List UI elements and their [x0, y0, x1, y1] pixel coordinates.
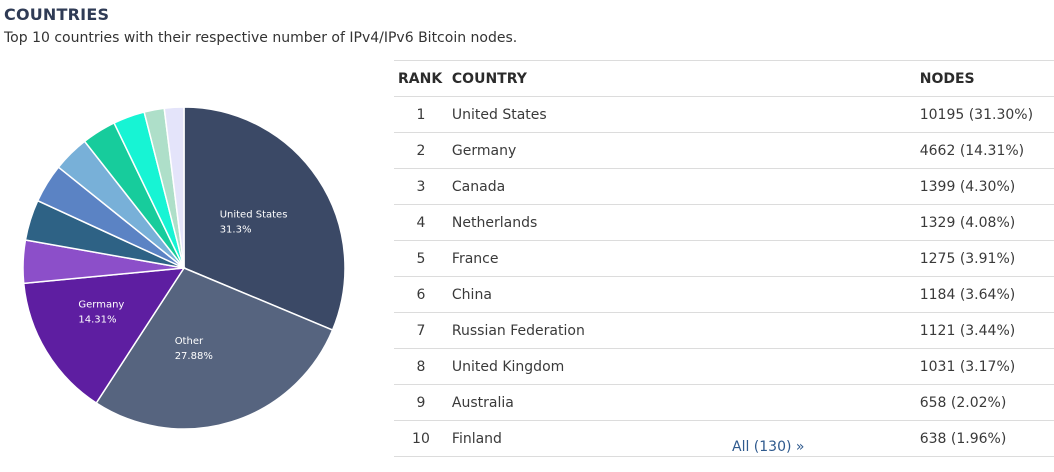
country-cell: Netherlands: [450, 204, 919, 241]
country-cell: France: [450, 240, 919, 277]
country-cell: Canada: [450, 168, 919, 205]
table-row: 4 Netherlands 1329 (4.08%): [394, 204, 1054, 241]
rank-cell: 1: [394, 96, 451, 133]
pie-label-united-states: United States 31.3%: [220, 210, 288, 236]
country-cell: United Kingdom: [450, 348, 919, 385]
country-header: COUNTRY: [450, 60, 919, 97]
country-cell: United States: [450, 96, 919, 133]
rank-cell: 2: [394, 132, 451, 169]
rank-header: RANK: [394, 60, 451, 97]
table-row: 8 United Kingdom 1031 (3.17%): [394, 348, 1054, 385]
pie-label-name: Other: [175, 336, 204, 347]
table-row: 10 Finland 638 (1.96%): [394, 420, 1054, 457]
table-row: 9 Australia 658 (2.02%): [394, 384, 1054, 421]
countries-table-container: RANK COUNTRY NODES 1 United States 10195…: [394, 60, 1054, 457]
nodes-cell: 1275 (3.91%): [918, 240, 1054, 277]
countries-table: RANK COUNTRY NODES 1 United States 10195…: [394, 60, 1054, 457]
rank-cell: 4: [394, 204, 451, 241]
country-pie-chart: United States 31.3% Other 27.88% Germany 14.3…: [22, 106, 346, 430]
nodes-cell: 638 (1.96%): [918, 420, 1054, 457]
pie-label-percent: 14.31%: [78, 314, 116, 325]
nodes-cell: 10195 (31.30%): [918, 96, 1054, 133]
table-row: 6 China 1184 (3.64%): [394, 276, 1054, 313]
pie-label-percent: 27.88%: [175, 351, 213, 362]
rank-cell: 3: [394, 168, 451, 205]
country-cell: Finland: [450, 420, 919, 457]
rank-cell: 9: [394, 384, 451, 421]
pie-label-name: United States: [220, 210, 288, 221]
table-row: 2 Germany 4662 (14.31%): [394, 132, 1054, 169]
rank-cell: 5: [394, 240, 451, 277]
rank-cell: 7: [394, 312, 451, 349]
nodes-cell: 1399 (4.30%): [918, 168, 1054, 205]
country-cell: Germany: [450, 132, 919, 169]
nodes-cell: 4662 (14.31%): [918, 132, 1054, 169]
table-row: 7 Russian Federation 1121 (3.44%): [394, 312, 1054, 349]
pie-slice-finland: [163, 106, 185, 269]
pie-label-other: Other 27.88%: [175, 336, 213, 362]
rank-cell: 6: [394, 276, 451, 313]
all-countries-link[interactable]: All (130) »: [732, 439, 805, 455]
pie-slice-united-states: [183, 106, 346, 332]
nodes-header: NODES: [918, 60, 1054, 97]
country-cell: Russian Federation: [450, 312, 919, 349]
pie-slice-germany: [22, 267, 186, 405]
table-header-row: RANK COUNTRY NODES: [394, 60, 1054, 97]
table-row: 3 Canada 1399 (4.30%): [394, 168, 1054, 205]
nodes-cell: 658 (2.02%): [918, 384, 1054, 421]
pie-label-germany: Germany 14.31%: [78, 299, 124, 325]
nodes-cell: 1031 (3.17%): [918, 348, 1054, 385]
section-subtitle: Top 10 countries with their respective n…: [4, 30, 518, 46]
section-title: COUNTRIES: [4, 5, 110, 24]
table-row: 1 United States 10195 (31.30%): [394, 96, 1054, 133]
country-cell: Australia: [450, 384, 919, 421]
pie-label-name: Germany: [78, 299, 124, 310]
nodes-cell: 1329 (4.08%): [918, 204, 1054, 241]
country-cell: China: [450, 276, 919, 313]
rank-cell: 8: [394, 348, 451, 385]
table-row: 5 France 1275 (3.91%): [394, 240, 1054, 277]
rank-cell: 10: [394, 420, 451, 457]
nodes-cell: 1184 (3.64%): [918, 276, 1054, 313]
pie-slice-other: [95, 267, 334, 430]
pie-label-percent: 31.3%: [220, 225, 252, 236]
nodes-cell: 1121 (3.44%): [918, 312, 1054, 349]
